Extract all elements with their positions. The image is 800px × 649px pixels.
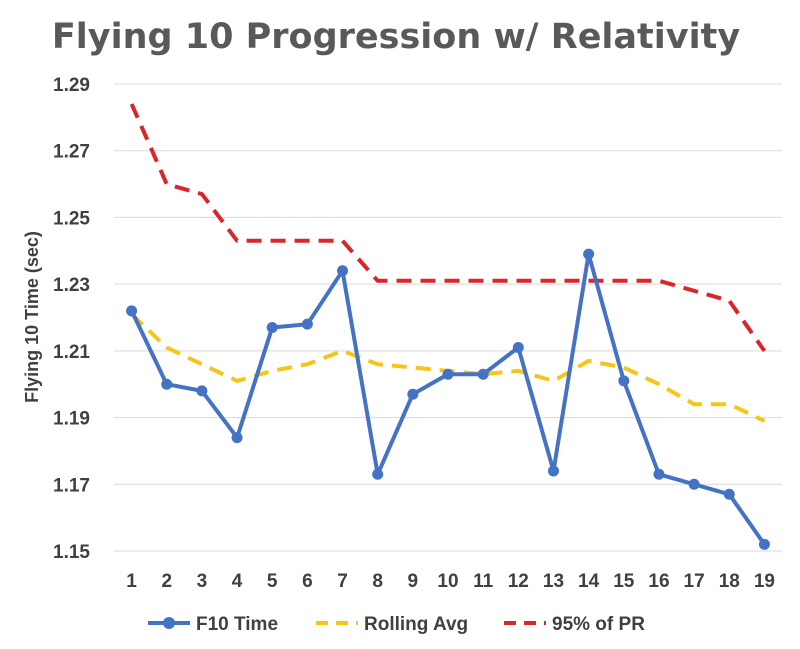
data-point [407, 388, 419, 400]
data-point [266, 322, 278, 334]
data-point [583, 248, 595, 260]
x-tick-label: 5 [267, 571, 278, 592]
data-point [337, 265, 349, 277]
data-point [653, 468, 665, 480]
y-tick-labels: 1.15 1.17 1.19 1.21 1.23 1.25 1.27 1.29 [53, 75, 90, 563]
legend-label: 95% of PR [552, 614, 645, 635]
x-tick-label: 18 [719, 571, 740, 592]
x-tick-label: 7 [337, 571, 348, 592]
data-point [372, 468, 384, 480]
y-axis-label: Flying 10 Time (sec) [22, 231, 42, 403]
data-point [301, 318, 313, 330]
data-point [231, 432, 243, 444]
y-tick-label: 1.19 [53, 409, 90, 430]
data-point [758, 538, 770, 550]
x-tick-label: 13 [543, 571, 564, 592]
legend-marker [163, 617, 175, 629]
series-line-95-of-pr [129, 103, 767, 353]
data-point [477, 368, 489, 380]
x-tick-label: 4 [232, 571, 243, 592]
x-tick-label: 11 [473, 571, 494, 592]
y-tick-label: 1.25 [53, 208, 90, 229]
x-tick-label: 16 [648, 571, 669, 592]
x-tick-label: 15 [613, 571, 635, 592]
legend-label: F10 Time [196, 614, 278, 635]
y-tick-label: 1.23 [53, 275, 90, 296]
data-point [512, 342, 524, 354]
y-tick-label: 1.29 [53, 75, 90, 96]
y-tick-label: 1.17 [53, 475, 90, 496]
x-tick-label: 19 [754, 571, 775, 592]
x-tick-label: 1 [126, 571, 137, 592]
x-tick-label: 14 [578, 571, 600, 592]
y-tick-label: 1.21 [53, 342, 90, 363]
y-tick-label: 1.15 [53, 542, 90, 563]
x-tick-label: 12 [508, 571, 529, 592]
legend: F10 Time Rolling Avg 95% of PR [148, 614, 645, 635]
data-point [723, 488, 735, 500]
x-tick-labels: 1 2 3 4 5 6 7 8 9 10 11 12 13 14 15 16 17 18 19 [126, 571, 775, 592]
x-tick-label: 8 [372, 571, 383, 592]
data-point [442, 368, 454, 380]
data-point [126, 305, 138, 317]
x-tick-label: 6 [302, 571, 313, 592]
x-tick-label: 10 [437, 571, 458, 592]
gridlines [114, 83, 782, 552]
data-point [161, 378, 173, 390]
x-tick-label: 17 [684, 571, 705, 592]
data-point [688, 478, 700, 490]
y-tick-label: 1.27 [53, 142, 90, 163]
x-tick-label: 9 [408, 571, 419, 592]
x-tick-label: 3 [197, 571, 208, 592]
data-point [547, 465, 559, 477]
series-line-rolling-avg [130, 312, 766, 423]
x-tick-label: 2 [161, 571, 172, 592]
data-point [196, 385, 208, 397]
legend-label: Rolling Avg [364, 614, 468, 635]
data-point [618, 375, 630, 387]
chart-title: Flying 10 Progression w/ Relativity [52, 17, 740, 57]
series-line-f10-time [129, 252, 767, 546]
series-lines [126, 103, 770, 550]
